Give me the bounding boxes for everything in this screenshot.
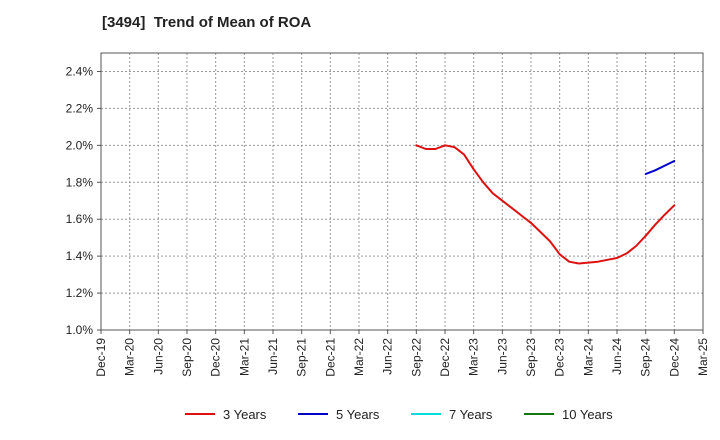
x-tick-label: Mar-21 bbox=[237, 338, 251, 376]
legend-item: 5 Years bbox=[298, 407, 380, 422]
x-tick-label: Jun-21 bbox=[266, 338, 280, 375]
x-tick-label: Jun-22 bbox=[381, 338, 395, 375]
y-tick-label: 2.2% bbox=[66, 101, 94, 115]
y-axis: 1.0% 1.2% 1.4% 1.6% 1.8% 2.0% 2.2% 2.4% bbox=[66, 64, 101, 337]
legend-label: 3 Years bbox=[223, 407, 267, 422]
plot-area bbox=[100, 52, 704, 331]
series-line-3-years bbox=[415, 144, 676, 265]
legend-label: 5 Years bbox=[336, 407, 380, 422]
x-tick-label: Dec-21 bbox=[323, 338, 337, 377]
legend-item: 3 Years bbox=[185, 407, 267, 422]
x-tick-label: Sep-24 bbox=[639, 338, 653, 377]
x-tick-label: Mar-24 bbox=[581, 338, 595, 376]
x-tick-label: Dec-24 bbox=[667, 338, 681, 377]
x-tick-label: Jun-24 bbox=[610, 338, 624, 375]
grid bbox=[101, 53, 703, 330]
x-tick-label: Dec-19 bbox=[94, 338, 108, 377]
chart-title: [3494] Trend of Mean of ROA bbox=[102, 14, 312, 31]
y-tick-label: 1.4% bbox=[66, 249, 94, 263]
x-tick-label: Dec-22 bbox=[438, 338, 452, 377]
legend-item: 10 Years bbox=[524, 407, 613, 422]
y-tick-label: 2.4% bbox=[66, 64, 94, 78]
x-tick-label: Dec-23 bbox=[553, 338, 567, 377]
y-tick-label: 1.0% bbox=[66, 323, 94, 337]
x-tick-label: Sep-20 bbox=[180, 338, 194, 377]
y-tick-label: 2.0% bbox=[66, 138, 94, 152]
y-tick-label: 1.6% bbox=[66, 212, 94, 226]
y-tick-label: 1.2% bbox=[66, 286, 94, 300]
x-tick-label: Dec-20 bbox=[209, 338, 223, 377]
y-tick-label: 1.8% bbox=[66, 175, 94, 189]
legend-label: 7 Years bbox=[449, 407, 493, 422]
legend-label: 10 Years bbox=[562, 407, 613, 422]
x-tick-label: Sep-23 bbox=[524, 338, 538, 377]
x-tick-label: Sep-22 bbox=[409, 338, 423, 377]
x-tick-label: Mar-25 bbox=[696, 338, 710, 376]
x-tick-label: Mar-22 bbox=[352, 338, 366, 376]
legend-item: 7 Years bbox=[411, 407, 493, 422]
x-tick-label: Jun-23 bbox=[495, 338, 509, 375]
x-axis: Dec-19 Mar-20 Jun-20 Sep-20 Dec-20 Mar-21 Jun-… bbox=[94, 330, 710, 377]
x-tick-label: Mar-23 bbox=[467, 338, 481, 376]
x-tick-label: Mar-20 bbox=[123, 338, 137, 376]
series-lines bbox=[415, 144, 676, 265]
x-tick-label: Jun-20 bbox=[151, 338, 165, 375]
series-line-5-years bbox=[644, 160, 676, 175]
x-tick-label: Sep-21 bbox=[295, 338, 309, 377]
legend: 3 Years 5 Years 7 Years 10 Years bbox=[185, 407, 613, 422]
